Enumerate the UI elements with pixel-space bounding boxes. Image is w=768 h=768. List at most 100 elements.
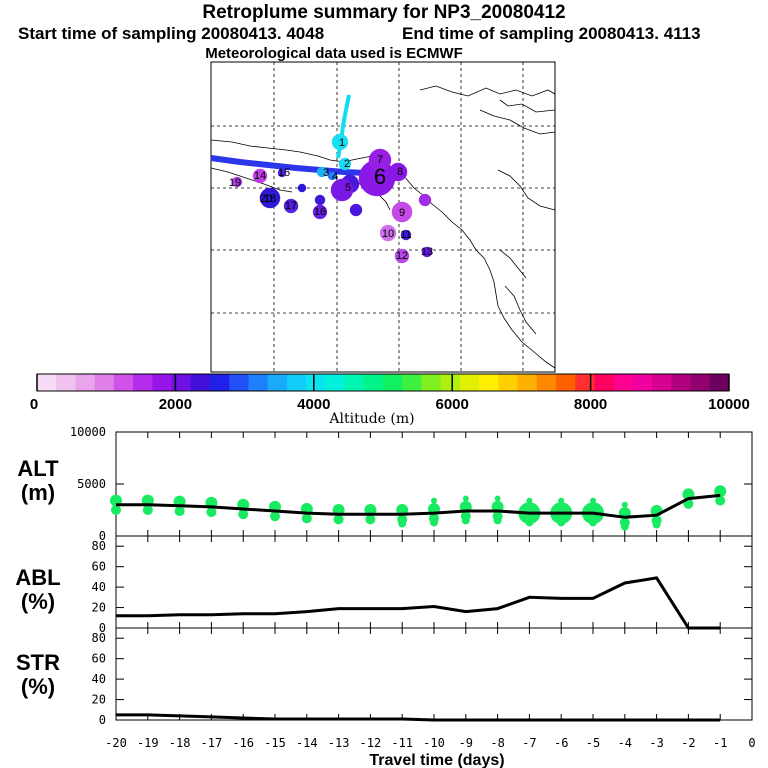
- colorbar-cell: [440, 374, 461, 391]
- colorbar-cell: [594, 374, 615, 391]
- plume-label: 8: [397, 166, 403, 178]
- alt-scatter-point: [652, 520, 661, 529]
- colorbar-cell: [344, 374, 365, 391]
- y-tick-label: 10000: [70, 425, 106, 439]
- alt-scatter-point: [493, 516, 502, 525]
- plume-label: 20: [260, 193, 272, 205]
- x-tick-label: -8: [490, 736, 504, 750]
- x-tick-label: -9: [459, 736, 473, 750]
- series-line-abl: [116, 576, 721, 630]
- end-time-text: End time of sampling 20080413. 4113: [402, 24, 701, 43]
- x-tick-label: -2: [681, 736, 695, 750]
- y-tick-label: 40: [92, 672, 106, 686]
- plume-marker: [252, 168, 268, 184]
- colorbar-cell: [306, 374, 326, 391]
- alt-label: ALT: [17, 456, 59, 481]
- altitude-colorbar: 0 2000 4000 6000 8000 10000 Altitude (m): [30, 373, 750, 427]
- colorbar-cell: [210, 374, 230, 391]
- x-tick-label: 0: [748, 736, 755, 750]
- alt-panel: ALT (m): [17, 431, 753, 537]
- x-tick-label: -1: [713, 736, 727, 750]
- y-tick-label: 60: [92, 652, 106, 666]
- colorbar-tick-label: 2000: [159, 396, 192, 413]
- alt-scatter-point: [142, 505, 153, 515]
- colorbar-cell: [286, 374, 307, 391]
- colorbar-cell: [229, 374, 249, 391]
- plume-marker: [259, 191, 273, 205]
- colorbar-cell: [325, 374, 346, 391]
- alt-scatter-point: [398, 519, 407, 528]
- x-tick-label: -10: [423, 736, 445, 750]
- colorbar-tick-label: 8000: [574, 396, 607, 413]
- colorbar-cell: [690, 374, 711, 391]
- alt-scatter-point: [526, 497, 533, 504]
- str-label: STR: [16, 650, 60, 675]
- colorbar-cell: [248, 374, 269, 391]
- x-axis-label: Travel time (days): [369, 752, 504, 768]
- plume-label: 4: [332, 171, 338, 183]
- series-line-alt: [116, 493, 721, 519]
- plume-label: 18: [264, 193, 276, 205]
- y-tick-label: 0: [99, 621, 106, 635]
- x-tick-label: -19: [137, 736, 159, 750]
- page-title: Retroplume summary for NP3_20080412: [202, 2, 566, 23]
- y-tick-label: 20: [92, 601, 106, 615]
- colorbar-cell: [671, 374, 692, 391]
- colorbar-cell: [613, 374, 634, 391]
- colorbar-cell: [421, 374, 442, 391]
- y-tick-label: 20: [92, 693, 106, 707]
- plume-label: 6: [374, 164, 386, 189]
- plume-label: 16: [314, 206, 326, 218]
- x-tick-label: -15: [264, 736, 286, 750]
- colorbar-cell: [517, 374, 538, 391]
- time-series-panels: ALT (m) ABL (%) STR (%) 0 5000 10000 0 20 40 6…: [15, 425, 755, 768]
- x-tick-label: -12: [360, 736, 382, 750]
- colorbar-cell: [113, 374, 134, 391]
- colorbar-cell: [575, 374, 595, 391]
- plume-label: 17: [285, 200, 297, 212]
- plume-marker: [283, 198, 299, 214]
- colorbar-cell: [171, 374, 192, 391]
- colorbar-cell: [152, 374, 173, 391]
- colorbar-cell: [75, 374, 96, 391]
- abl-unit: (%): [21, 589, 55, 614]
- alt-scatter-point: [174, 506, 185, 517]
- plume-label: 9: [399, 207, 405, 219]
- colorbar-cell: [536, 374, 557, 391]
- colorbar-cell: [479, 374, 499, 391]
- alt-scatter-point: [462, 495, 469, 502]
- alt-scatter-point: [431, 497, 437, 504]
- alt-unit: (m): [21, 480, 55, 505]
- plume-label: 2: [344, 158, 350, 170]
- alt-scatter-point: [333, 514, 344, 525]
- str-unit: (%): [21, 674, 55, 699]
- alt-scatter-point: [270, 511, 280, 522]
- alt-scatter-point: [430, 518, 438, 527]
- alt-scatter-point: [238, 509, 249, 520]
- plume-label: 12: [396, 250, 408, 262]
- start-time-text: Start time of sampling 20080413. 4048: [18, 24, 325, 43]
- colorbar-cell: [709, 374, 730, 391]
- colorbar-cell: [402, 374, 422, 391]
- alt-scatter-point: [621, 501, 628, 508]
- x-tick-label: -5: [586, 736, 600, 750]
- alt-scatter-point: [620, 522, 629, 531]
- str-panel: STR (%): [16, 627, 753, 721]
- map-graticule: [211, 62, 555, 372]
- alt-scatter-point: [715, 495, 726, 506]
- plume-marker: [368, 148, 392, 172]
- x-tick-label: -6: [554, 736, 568, 750]
- alt-scatter-point: [461, 516, 470, 525]
- plume-marker: [391, 201, 413, 223]
- plume-marker: [327, 171, 337, 181]
- x-tick-label: -14: [296, 736, 318, 750]
- colorbar-cell: [267, 374, 288, 391]
- colorbar-cell: [459, 374, 480, 391]
- x-tick-label: -20: [105, 736, 127, 750]
- plume-marker: [231, 176, 243, 188]
- plume-marker: [338, 157, 352, 171]
- plume-marker: [400, 229, 412, 241]
- plume-marker: [394, 248, 410, 264]
- met-data-text: Meteorological data used is ECMWF: [205, 45, 463, 62]
- x-tick-label: -3: [649, 736, 663, 750]
